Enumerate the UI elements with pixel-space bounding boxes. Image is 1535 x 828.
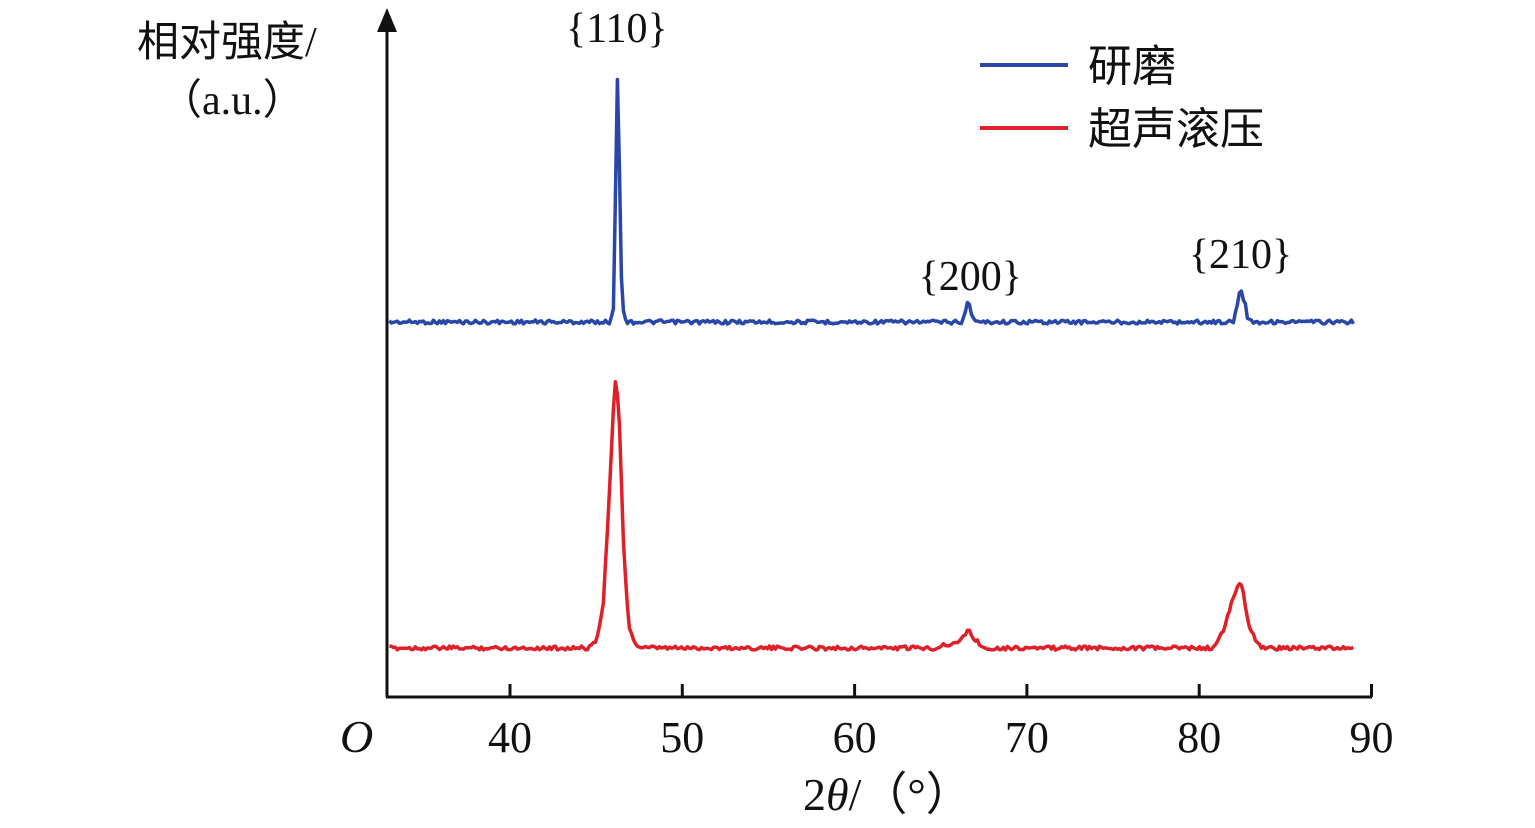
x-axis-label-symbol: θ: [826, 769, 849, 820]
peak-label-1: {200}: [919, 254, 1022, 300]
x-tick-label-40: 40: [488, 713, 532, 762]
x-axis-label: 2θ/（°）: [803, 769, 972, 820]
peak-label-2: {210}: [1189, 232, 1292, 278]
x-tick-label-90: 90: [1350, 713, 1394, 762]
origin-label: O: [340, 711, 373, 762]
peak-labels: {110} {200} {210}: [566, 6, 1292, 300]
legend-label-ultrasonic-rolling: 超声滚压: [1088, 105, 1264, 154]
x-tick-label-60: 60: [833, 713, 877, 762]
y-axis-arrow: [377, 8, 397, 32]
x-ticks: 40 50 60 70 80 90: [488, 684, 1394, 762]
series-layer: [388, 77, 1355, 652]
x-tick-label-80: 80: [1177, 713, 1221, 762]
x-axis-label-suffix: /（°）: [849, 769, 972, 820]
y-axis-label-line2: （a.u.）: [160, 78, 305, 124]
x-axis-label-prefix: 2: [803, 769, 826, 820]
legend: 研磨 超声滚压: [980, 42, 1264, 154]
x-tick-label-70: 70: [1005, 713, 1049, 762]
x-tick-label-50: 50: [660, 713, 704, 762]
series-line-0: [388, 77, 1355, 326]
legend-label-grinding: 研磨: [1088, 42, 1176, 91]
peak-label-0: {110}: [566, 6, 668, 52]
y-axis-label-line1: 相对强度/: [137, 20, 317, 66]
series-line-1: [389, 379, 1355, 652]
